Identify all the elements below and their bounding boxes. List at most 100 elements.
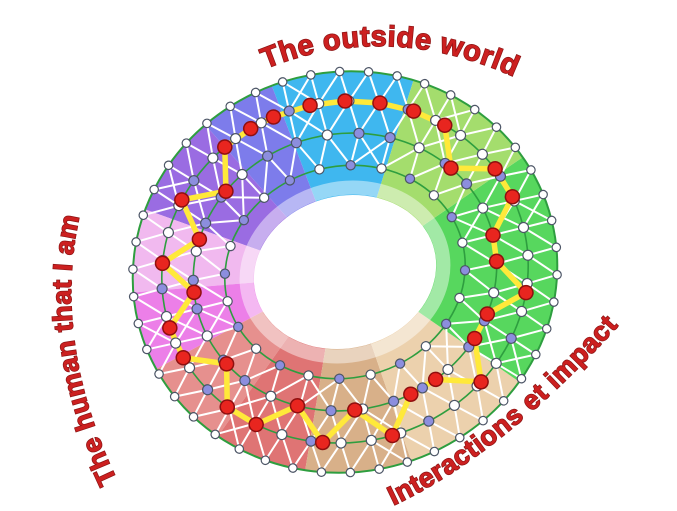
- mesh-line: [243, 348, 258, 381]
- node: [404, 173, 416, 184]
- node: [552, 269, 562, 280]
- mesh-line: [423, 83, 437, 121]
- node: [376, 163, 387, 174]
- node: [423, 415, 435, 427]
- mesh-line: [235, 137, 269, 157]
- node: [234, 444, 245, 454]
- node: [363, 67, 374, 77]
- node: [128, 291, 139, 302]
- mesh-line: [320, 442, 342, 473]
- mesh-line: [466, 175, 501, 185]
- path-node: [443, 160, 459, 176]
- mesh-line: [132, 268, 163, 290]
- node: [260, 455, 271, 466]
- path-node: [384, 427, 401, 444]
- node: [162, 226, 175, 239]
- mesh-line: [421, 387, 430, 422]
- node: [388, 395, 400, 407]
- node: [142, 344, 152, 355]
- mesh-line: [495, 363, 505, 402]
- node: [154, 369, 164, 379]
- path-node: [466, 330, 483, 347]
- path-node: [218, 356, 235, 372]
- node: [522, 249, 534, 261]
- path-node: [479, 306, 496, 322]
- node: [454, 292, 465, 304]
- node: [288, 463, 298, 473]
- node: [413, 142, 425, 154]
- node: [457, 237, 468, 248]
- mesh-line: [521, 301, 555, 313]
- node: [345, 160, 356, 171]
- node: [202, 118, 212, 129]
- node: [210, 429, 221, 440]
- mesh-line: [393, 400, 430, 423]
- mesh-line: [527, 254, 558, 276]
- node: [454, 432, 465, 443]
- node: [222, 296, 233, 307]
- node: [445, 90, 456, 100]
- sector-tan-light: [371, 311, 520, 461]
- mesh-line: [196, 245, 231, 253]
- node: [335, 437, 347, 449]
- node: [225, 101, 236, 112]
- node: [284, 175, 296, 186]
- mesh-line: [428, 420, 461, 439]
- mesh-line: [459, 291, 494, 299]
- path-node: [162, 320, 178, 336]
- mesh-line: [135, 231, 169, 243]
- node: [188, 412, 199, 422]
- path-node: [191, 231, 208, 248]
- node: [538, 189, 548, 200]
- path-node: [487, 161, 503, 177]
- path-node: [485, 227, 501, 243]
- mesh-line: [244, 364, 281, 382]
- node: [469, 104, 480, 115]
- node: [394, 358, 406, 369]
- node: [446, 211, 457, 223]
- node: [476, 148, 488, 160]
- path-node: [518, 284, 534, 301]
- label-human-that-i-am: The human that I am: [47, 212, 123, 491]
- path-node: [154, 255, 171, 272]
- mesh-line: [158, 342, 177, 375]
- node: [156, 283, 168, 295]
- node: [345, 467, 356, 478]
- mesh-line: [161, 287, 198, 310]
- node: [549, 297, 559, 307]
- node: [250, 343, 262, 354]
- path-node: [437, 117, 453, 133]
- node: [551, 242, 562, 253]
- node: [505, 332, 517, 344]
- mesh-line: [307, 374, 332, 412]
- path-node: [265, 109, 282, 125]
- path-node: [427, 371, 444, 388]
- mesh-line: [228, 408, 241, 450]
- mesh-line: [317, 70, 341, 105]
- node: [188, 175, 200, 187]
- node: [384, 131, 396, 144]
- node: [170, 337, 182, 349]
- path-node: [289, 398, 306, 414]
- node: [490, 357, 502, 369]
- node: [420, 341, 432, 352]
- node: [488, 287, 500, 299]
- node: [190, 245, 202, 257]
- node: [200, 217, 212, 229]
- path-node: [174, 192, 190, 208]
- node: [265, 390, 277, 402]
- mesh-line: [263, 156, 269, 198]
- mesh-line: [326, 134, 352, 166]
- node: [526, 165, 536, 175]
- node: [478, 415, 488, 426]
- node: [236, 168, 248, 181]
- node: [491, 122, 502, 132]
- mesh-line: [369, 374, 395, 402]
- node: [207, 152, 219, 164]
- mesh-line: [421, 346, 427, 388]
- node: [277, 77, 288, 87]
- mesh-line: [188, 335, 209, 369]
- label-human-that-i-am-text: The human that I am: [46, 211, 123, 491]
- mesh-line: [295, 142, 321, 170]
